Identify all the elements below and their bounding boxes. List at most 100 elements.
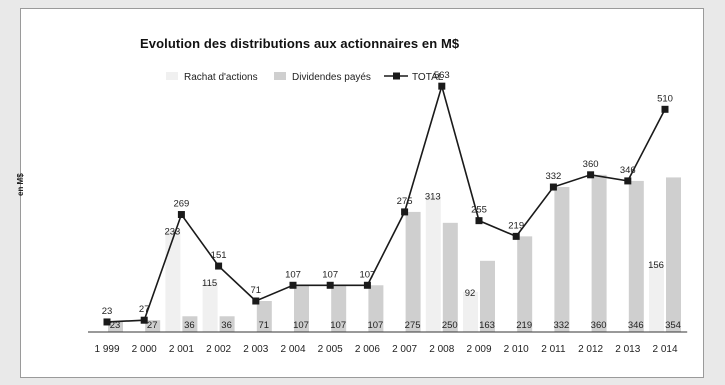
total-data-label: 346 xyxy=(620,165,636,176)
legend-label-dividendes: Dividendes payés xyxy=(292,72,371,83)
rachat-data-label: 233 xyxy=(164,226,180,237)
total-data-label: 107 xyxy=(359,269,375,280)
x-tick-label: 2 006 xyxy=(355,344,380,355)
total-marker xyxy=(661,105,669,113)
total-marker xyxy=(140,316,148,324)
x-tick-label: 2 002 xyxy=(206,344,231,355)
bar-dividendes xyxy=(145,320,161,332)
dividendes-data-label: 107 xyxy=(367,320,383,331)
bar-rachat xyxy=(425,195,441,332)
total-marker xyxy=(549,183,557,191)
x-tick-label: 2 001 xyxy=(169,344,194,355)
total-data-label: 563 xyxy=(434,70,450,81)
total-data-label: 510 xyxy=(657,93,673,104)
legend-swatch-dividendes xyxy=(274,72,286,80)
total-marker xyxy=(103,318,111,326)
dividendes-data-label: 36 xyxy=(184,320,195,331)
bar-dividendes xyxy=(182,316,198,332)
total-data-label: 332 xyxy=(545,171,561,182)
dividendes-data-label: 71 xyxy=(259,320,270,331)
x-tick-label: 2 013 xyxy=(615,344,640,355)
x-tick-label: 2 014 xyxy=(652,344,677,355)
total-data-label: 71 xyxy=(251,285,262,296)
total-marker xyxy=(363,281,371,289)
bar-dividendes xyxy=(591,174,607,332)
x-tick-label: 2 009 xyxy=(466,344,491,355)
total-marker xyxy=(401,208,409,216)
dividendes-data-label: 27 xyxy=(147,320,158,331)
total-data-label: 27 xyxy=(139,304,150,315)
x-tick-label: 2 012 xyxy=(578,344,603,355)
total-marker xyxy=(438,82,446,90)
total-marker xyxy=(252,297,260,305)
x-tick-label: 2 008 xyxy=(429,344,454,355)
legend-label-total: TOTAL xyxy=(412,72,444,83)
bar-dividendes xyxy=(480,260,495,332)
dividendes-data-label: 107 xyxy=(330,320,346,331)
dividendes-data-label: 36 xyxy=(221,320,232,331)
bar-dividendes xyxy=(368,285,384,332)
dividendes-data-label: 219 xyxy=(516,320,532,331)
chart-title: Evolution des distributions aux actionna… xyxy=(140,36,460,51)
total-data-label: 269 xyxy=(173,199,189,210)
total-data-label: 255 xyxy=(471,205,487,216)
x-tick-label: 2 005 xyxy=(318,344,343,355)
total-marker xyxy=(475,217,483,225)
bar-rachat xyxy=(165,230,181,332)
x-tick-label: 2 010 xyxy=(504,344,529,355)
x-tick-label: 1 999 xyxy=(94,344,119,355)
bar-dividendes xyxy=(331,285,347,332)
bar-dividendes xyxy=(219,316,235,332)
bar-rachat xyxy=(463,291,478,332)
bar-dividendes xyxy=(405,211,421,332)
dividendes-data-label: 23 xyxy=(110,320,121,331)
total-data-label: 151 xyxy=(211,250,227,261)
x-tick-label: 2 000 xyxy=(132,344,157,355)
bar-dividendes xyxy=(256,300,272,332)
total-data-label: 275 xyxy=(397,196,413,207)
total-marker xyxy=(587,171,595,179)
x-tick-label: 2 007 xyxy=(392,344,417,355)
total-data-label: 107 xyxy=(285,269,301,280)
total-marker xyxy=(177,211,185,219)
dividendes-data-label: 275 xyxy=(405,320,421,331)
bar-dividendes xyxy=(108,321,123,332)
legend-marker-total xyxy=(393,72,400,80)
dividendes-data-label: 360 xyxy=(591,320,607,331)
total-line xyxy=(106,83,666,323)
total-marker xyxy=(326,281,334,289)
x-tick-label: 2 011 xyxy=(541,344,566,355)
bar-dividendes xyxy=(666,177,681,332)
total-marker xyxy=(289,281,297,289)
bar-dividendes xyxy=(517,236,533,332)
x-tick-label: 2 004 xyxy=(280,344,305,355)
legend-swatch-rachat xyxy=(166,72,178,80)
total-marker xyxy=(512,232,520,240)
x-tick-label: 2 003 xyxy=(243,344,268,355)
rachat-data-label: 313 xyxy=(425,191,441,202)
dividendes-data-label: 332 xyxy=(553,320,569,331)
dividendes-data-label: 163 xyxy=(479,320,495,331)
legend-label-rachat: Rachat d'actions xyxy=(184,72,258,83)
bar-dividendes xyxy=(628,180,644,332)
bar-rachat xyxy=(202,281,218,332)
bar-dividendes xyxy=(554,187,570,332)
rachat-data-label: 156 xyxy=(648,260,664,271)
total-data-label: 107 xyxy=(322,269,338,280)
total-marker xyxy=(215,262,223,270)
total-data-label: 360 xyxy=(583,159,599,170)
dividendes-data-label: 107 xyxy=(293,320,309,331)
rachat-data-label: 92 xyxy=(465,288,476,299)
dividendes-data-label: 250 xyxy=(442,320,458,331)
total-marker xyxy=(624,177,632,185)
rachat-data-label: 115 xyxy=(202,278,217,289)
total-data-label: 23 xyxy=(102,306,113,317)
dividendes-data-label: 354 xyxy=(665,320,681,331)
bar-dividendes xyxy=(294,285,309,332)
chart-frame xyxy=(20,8,704,378)
dividendes-data-label: 346 xyxy=(628,320,644,331)
bar-rachat xyxy=(649,263,664,332)
total-data-label: 219 xyxy=(508,220,524,231)
bar-dividendes xyxy=(442,222,458,332)
